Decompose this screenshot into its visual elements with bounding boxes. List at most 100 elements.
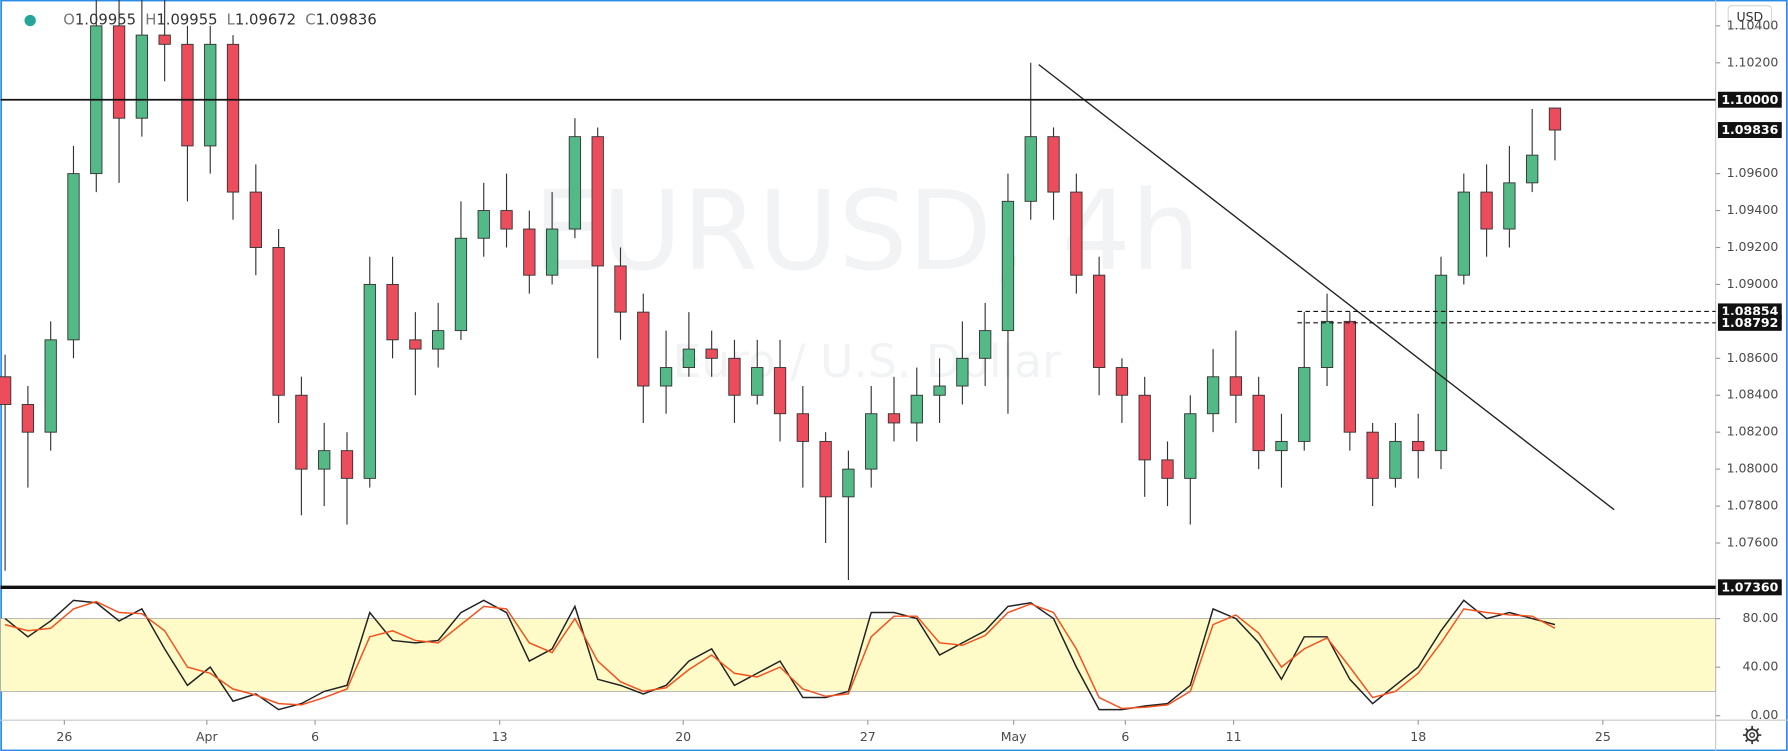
gear-hub[interactable] <box>1749 732 1756 739</box>
candle-body <box>956 357 969 387</box>
candle-body <box>933 385 946 396</box>
candle-body <box>705 348 718 359</box>
candle-body <box>979 330 992 359</box>
y-tick-label: 1.09200 <box>1727 239 1779 254</box>
ohlc-key: L <box>227 12 236 29</box>
candle-body <box>1115 367 1129 396</box>
candle-body <box>614 265 627 313</box>
status-dot <box>24 14 36 27</box>
x-tick-label: Apr <box>196 729 219 744</box>
x-tick-label: 20 <box>675 729 691 744</box>
settings-icon[interactable] <box>1743 725 1762 745</box>
candle-body <box>454 237 468 332</box>
candle-body <box>1047 136 1060 193</box>
x-tick-label: 13 <box>492 729 508 744</box>
candle-body <box>1024 136 1037 202</box>
y-tick-label: 80.00 <box>1742 610 1778 625</box>
y-tick-label: 40.00 <box>1742 659 1778 674</box>
candle-body <box>796 413 809 442</box>
candle-body <box>637 311 650 387</box>
candle-body <box>1434 274 1448 452</box>
trendline <box>1038 64 1615 511</box>
candle-body <box>751 367 764 396</box>
candle-body <box>1503 182 1516 230</box>
watermark-title: EURUSD, 4h <box>533 167 1200 295</box>
oscillator-line <box>4 599 1556 711</box>
ohlc-key: H <box>145 12 156 29</box>
currency-label[interactable]: USD <box>1736 9 1763 24</box>
candle-body <box>1480 191 1493 230</box>
y-tick-label: 1.09600 <box>1727 165 1779 180</box>
candle-body <box>0 376 12 405</box>
candle-body <box>1070 191 1083 276</box>
candle-body <box>1526 154 1539 184</box>
y-tick-label: 1.10200 <box>1727 54 1779 69</box>
candle-body <box>1184 413 1197 479</box>
oscillator-line <box>4 600 1556 710</box>
candle-body <box>340 450 354 479</box>
x-tick-label: 11 <box>1226 729 1242 744</box>
candle-body <box>204 43 217 147</box>
candle-body <box>1001 200 1015 332</box>
candle-body <box>500 210 513 230</box>
candle-body <box>1366 431 1379 479</box>
candle-body <box>545 228 559 276</box>
candle-body <box>842 468 855 498</box>
candle-body <box>1092 274 1106 368</box>
y-tick-label: 0.00 <box>1750 707 1778 722</box>
ohlc-header: O1.09955 H1.09955 L1.09672 C1.09836 <box>63 12 377 29</box>
candle-body <box>67 173 80 341</box>
candle-body <box>181 43 194 147</box>
gear-teeth[interactable] <box>1743 725 1762 745</box>
candle-body <box>135 34 149 119</box>
candle-body <box>318 450 331 470</box>
candle-body <box>1548 107 1562 131</box>
candle-body <box>1389 440 1402 479</box>
ohlc-value: 1.09955 <box>156 12 217 29</box>
y-tick-label: 1.08200 <box>1727 424 1779 439</box>
level-label-box <box>1717 122 1782 139</box>
ohlc-key: C <box>305 12 315 29</box>
x-tick-label: 27 <box>860 729 876 744</box>
candle-body <box>1252 394 1265 452</box>
candle-body <box>1206 376 1220 415</box>
candle-body <box>819 440 832 498</box>
x-tick-label: 6 <box>311 729 319 744</box>
currency-button[interactable] <box>1727 5 1773 30</box>
y-tick-label: 1.09400 <box>1727 202 1779 217</box>
candle-body <box>659 367 673 387</box>
ohlc-value: 1.09836 <box>316 12 377 29</box>
candle-body <box>1138 394 1151 461</box>
candle-body <box>887 413 901 424</box>
candle-body <box>865 413 878 470</box>
ohlc-value: 1.09955 <box>75 12 136 29</box>
ohlc-key: O <box>63 12 75 29</box>
candle-body <box>432 330 445 350</box>
x-tick-label: 6 <box>1121 729 1129 744</box>
candle-body <box>1298 367 1311 442</box>
candle-body <box>272 247 285 396</box>
y-tick-label: 1.10400 <box>1727 17 1779 32</box>
candle-body <box>386 283 399 341</box>
candle-body <box>1161 459 1174 479</box>
candle-body <box>295 394 308 470</box>
candle-body <box>1229 376 1243 396</box>
x-tick-label: 25 <box>1595 729 1611 744</box>
candle-body <box>523 228 536 276</box>
level-label-box <box>1717 579 1782 596</box>
candle-body <box>249 191 262 248</box>
candle-body <box>477 210 490 239</box>
candle-body <box>910 394 923 424</box>
y-tick-label: 1.08600 <box>1727 350 1779 365</box>
level-label-box <box>1717 91 1782 108</box>
candle-body <box>1343 320 1356 433</box>
x-tick-label: May <box>1001 729 1027 744</box>
candle-body <box>1412 440 1425 452</box>
candle-body <box>1275 440 1288 452</box>
candle-body <box>1457 191 1470 276</box>
x-tick-label: 26 <box>56 729 72 744</box>
level-label: 1.10000 <box>1721 92 1778 107</box>
candle-body <box>728 357 741 396</box>
candle-body <box>568 136 582 230</box>
